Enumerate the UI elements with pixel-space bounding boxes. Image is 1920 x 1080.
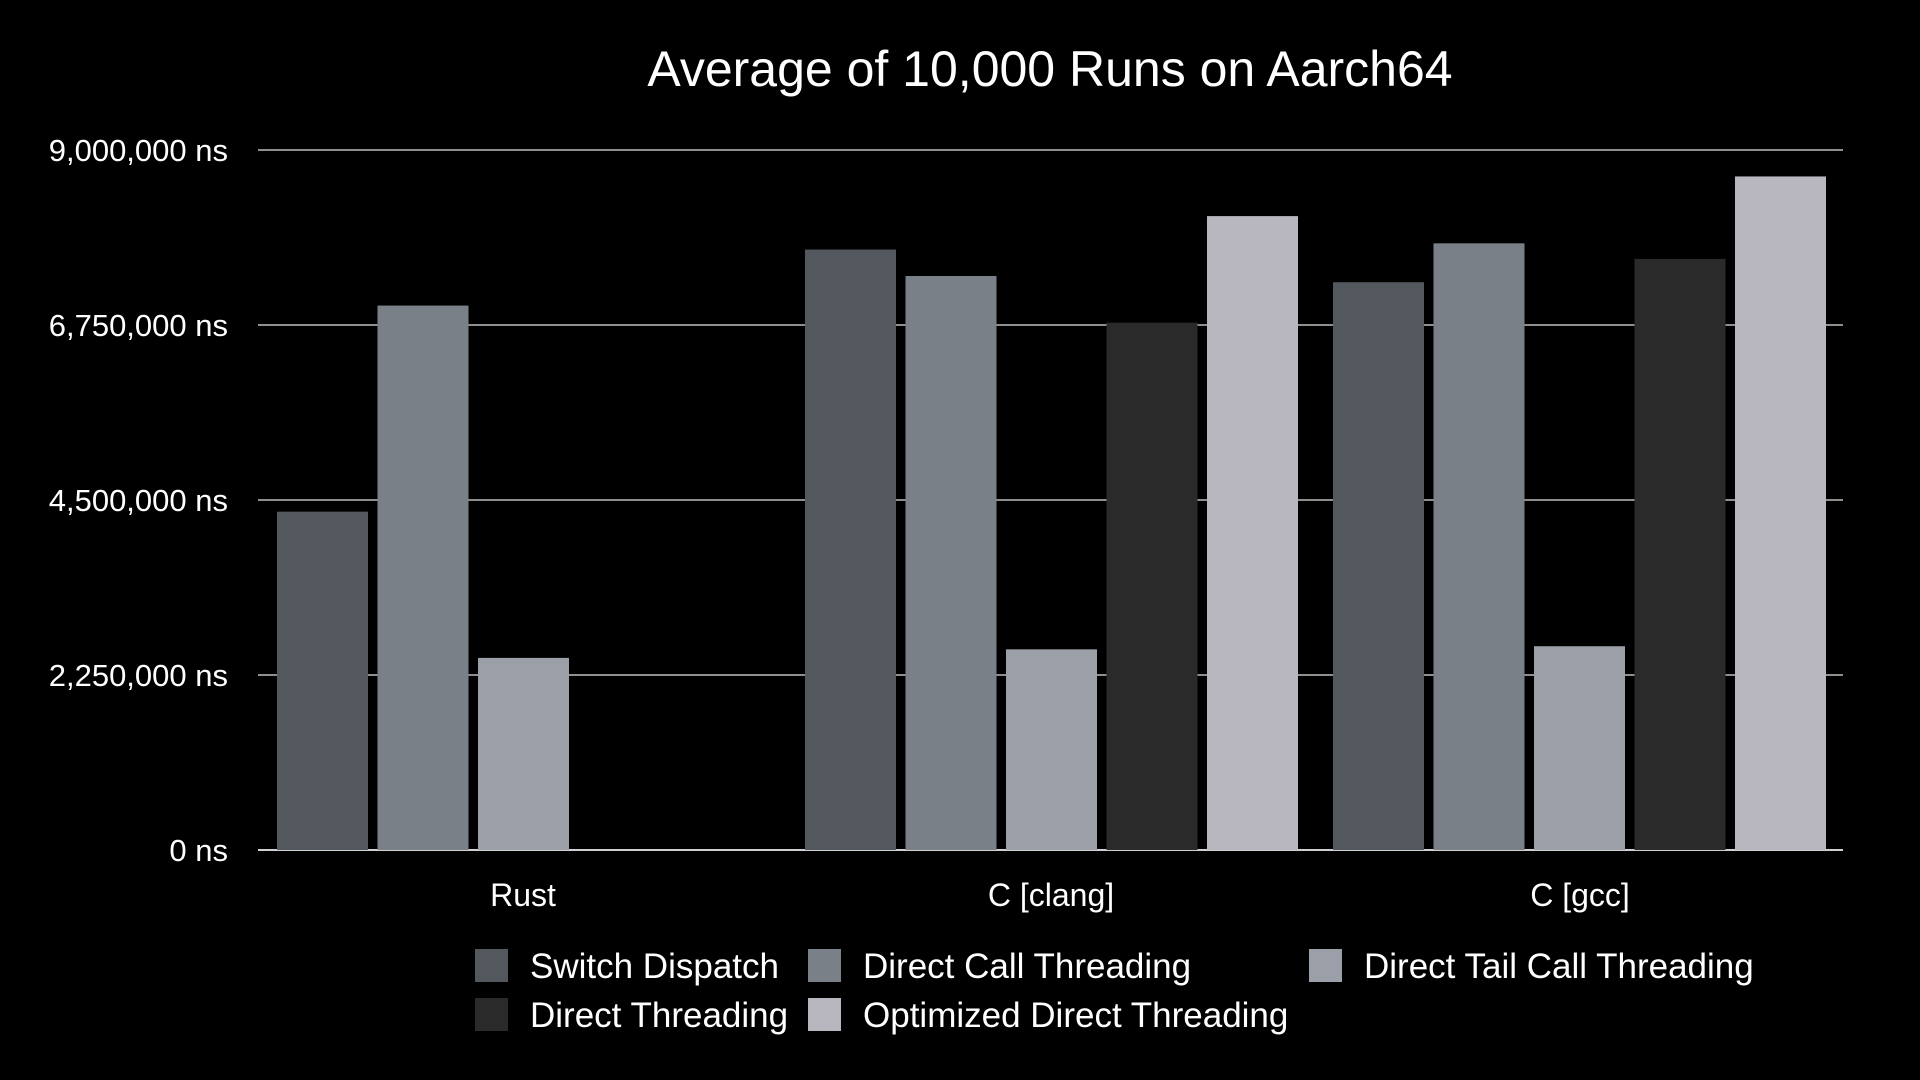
y-tick-label: 4,500,000 ns [49, 483, 228, 518]
chart-title: Average of 10,000 Runs on Aarch64 [647, 41, 1452, 97]
bar-optimized-direct-threading-c-clang [1207, 216, 1298, 851]
bar-switch-dispatch-c-gcc [1333, 282, 1424, 850]
x-category-label: C [gcc] [1530, 877, 1630, 913]
bar-direct-tail-call-threading-c-clang [1006, 649, 1097, 850]
y-tick-label: 6,750,000 ns [49, 308, 228, 343]
y-tick-label: 2,250,000 ns [49, 658, 228, 693]
legend-label-direct-threading: Direct Threading [530, 996, 788, 1035]
legend-swatch-direct-threading [475, 998, 508, 1031]
legend-label-switch-dispatch: Switch Dispatch [530, 947, 779, 986]
bar-direct-call-threading-rust [377, 305, 469, 850]
bar-direct-call-threading-c-clang [905, 276, 997, 850]
y-axis-tick-labels: 0 ns 2,250,000 ns 4,500,000 ns 6,750,000 ns… [49, 133, 228, 868]
legend: Switch Dispatch Direct Call Threading Dire… [475, 947, 1754, 1035]
x-axis-category-labels: Rust C [clang] C [gcc] [490, 877, 1630, 913]
legend-label-direct-call-threading: Direct Call Threading [863, 947, 1191, 986]
legend-swatch-direct-call-threading [808, 949, 841, 982]
bars [277, 176, 1826, 851]
y-tick-label: 0 ns [169, 833, 228, 868]
bar-switch-dispatch-rust [277, 511, 368, 850]
bar-direct-call-threading-c-gcc [1433, 243, 1525, 851]
legend-swatch-direct-tail-call-threading [1309, 949, 1342, 982]
legend-swatch-optimized-direct-threading [808, 998, 841, 1031]
y-tick-label: 9,000,000 ns [49, 133, 228, 168]
bar-direct-tail-call-threading-c-gcc [1534, 646, 1625, 850]
legend-label-optimized-direct-threading: Optimized Direct Threading [863, 996, 1288, 1035]
legend-label-direct-tail-call-threading: Direct Tail Call Threading [1364, 947, 1754, 986]
bar-direct-threading-c-gcc [1634, 258, 1726, 850]
bar-optimized-direct-threading-c-gcc [1735, 176, 1826, 850]
bar-direct-tail-call-threading-rust [478, 657, 569, 850]
bar-switch-dispatch-c-clang [805, 249, 896, 851]
x-category-label: Rust [490, 877, 556, 913]
x-category-label: C [clang] [988, 877, 1114, 913]
legend-swatch-switch-dispatch [475, 949, 508, 982]
bar-direct-threading-c-clang [1106, 322, 1198, 851]
